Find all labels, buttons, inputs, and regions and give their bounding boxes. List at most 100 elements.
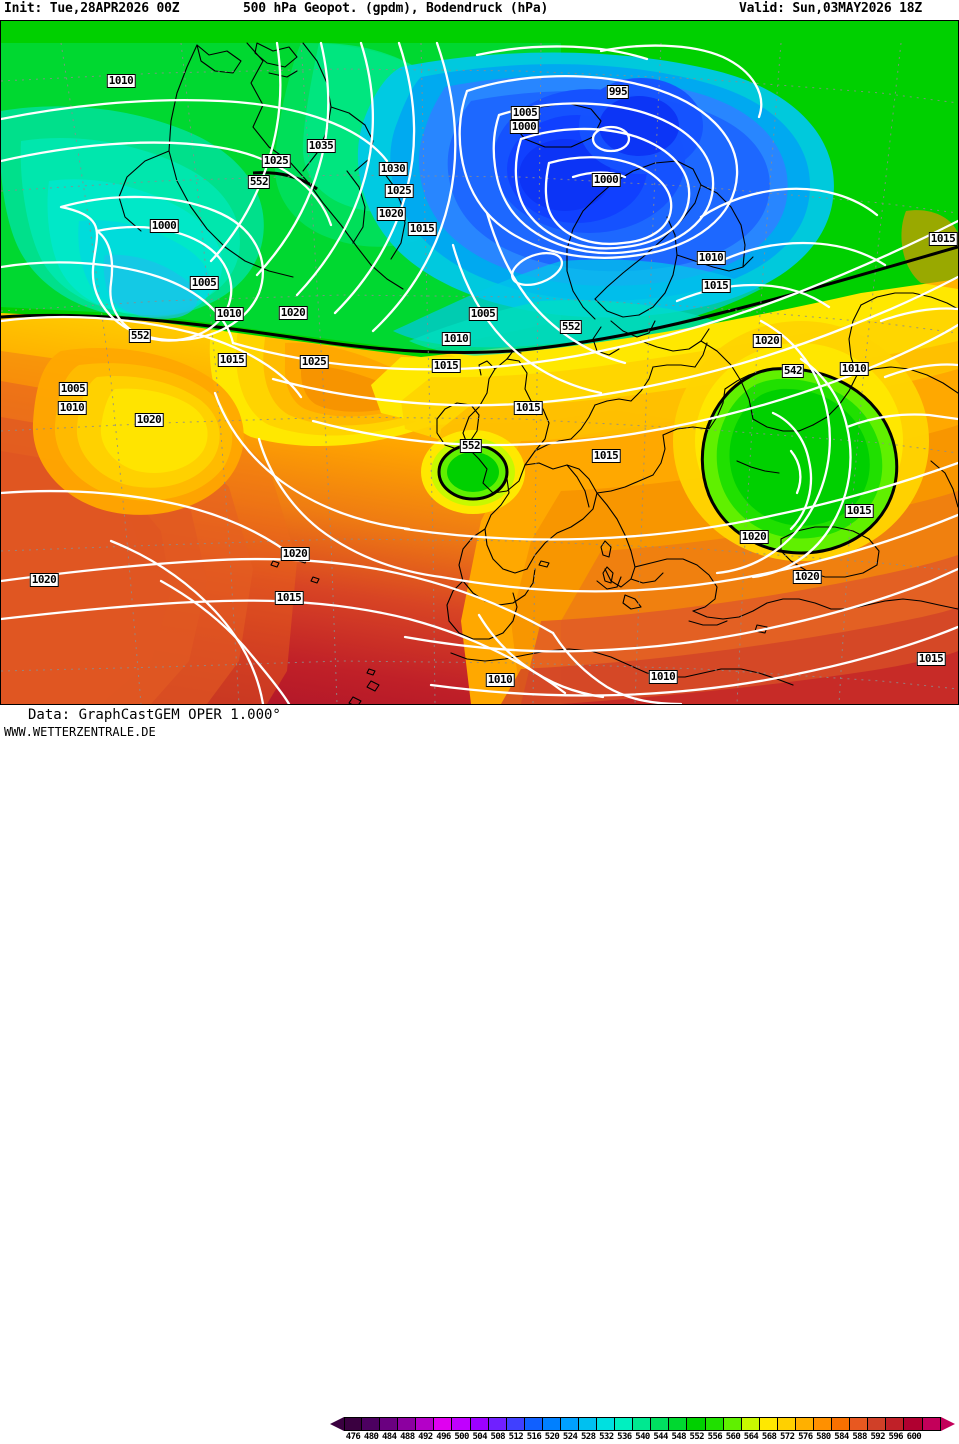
colorbar-tick-label: 480 xyxy=(363,1432,379,1442)
colorbar-swatch xyxy=(362,1417,381,1431)
contour-label: 1020 xyxy=(29,573,59,587)
colorbar-swatch xyxy=(380,1417,399,1431)
contour-label: 1025 xyxy=(261,154,291,168)
colorbar-swatches xyxy=(344,1417,941,1431)
chart-footer: Data: GraphCastGEM OPER 1.000° WWW.WETTE… xyxy=(0,705,959,1442)
contour-label: 1025 xyxy=(384,184,414,198)
contour-label: 1025 xyxy=(299,355,329,369)
colorbar-tick-label: 584 xyxy=(834,1432,849,1442)
contour-label: 1015 xyxy=(916,652,946,666)
contour-label: 1015 xyxy=(591,449,621,463)
colorbar-tick-label: 520 xyxy=(544,1432,560,1442)
colorbar-tick-label: 496 xyxy=(436,1432,451,1442)
colorbar-tick-label: 484 xyxy=(381,1432,397,1442)
colorbar-tick-label: 536 xyxy=(617,1432,632,1442)
contour-label: 1005 xyxy=(58,382,88,396)
colorbar-tick-label: 568 xyxy=(761,1432,777,1442)
colorbar-swatch xyxy=(506,1417,525,1431)
colorbar-swatch xyxy=(524,1417,543,1431)
contour-label: 1020 xyxy=(278,306,308,320)
colorbar-swatch xyxy=(795,1417,815,1431)
colorbar-swatch xyxy=(814,1417,833,1431)
colorbar-swatch xyxy=(633,1417,652,1431)
colorbar-tick-label: 596 xyxy=(888,1432,904,1442)
contour-label: 1015 xyxy=(217,353,247,367)
contour-label: 1010 xyxy=(214,307,244,321)
colorbar-swatch xyxy=(416,1417,435,1431)
contour-label: 1010 xyxy=(485,673,515,687)
colorbar-tick-label: 544 xyxy=(653,1432,668,1442)
colorbar-swatch xyxy=(542,1417,561,1431)
colorbar-swatch xyxy=(452,1417,471,1431)
colorbar-tick-label: 524 xyxy=(562,1432,578,1442)
colorbar-tick-labels: 476 480 484 488 492 496 500 504 508 512 516 520 524 5… xyxy=(330,1432,955,1444)
colorbar-tick-label: 572 xyxy=(779,1432,795,1442)
map-frame: 1010 1025 552 1035 1030 1025 1020 1015 1005 1000 9… xyxy=(0,20,959,705)
contour-label: 1000 xyxy=(509,120,539,134)
contour-label: 1035 xyxy=(306,139,336,153)
colorbar-swatch xyxy=(669,1417,688,1431)
contour-label: 1015 xyxy=(431,359,461,373)
colorbar-swatch xyxy=(886,1417,905,1431)
contour-label: 1005 xyxy=(468,307,498,321)
colorbar-left-arrow xyxy=(330,1417,344,1431)
contour-label: 995 xyxy=(606,85,630,99)
weather-map[interactable]: 1010 1025 552 1035 1030 1025 1020 1015 1005 1000 9… xyxy=(1,21,958,704)
contour-label: 1015 xyxy=(701,279,731,293)
contour-label: 1005 xyxy=(189,276,219,290)
contour-label: 1015 xyxy=(844,504,874,518)
colorbar-tick-label: 556 xyxy=(707,1432,723,1442)
contour-label: 542 xyxy=(781,364,805,378)
contour-label: 1020 xyxy=(752,334,782,348)
colorbar: 476 480 484 488 492 496 500 504 508 512 516 520 524 5… xyxy=(330,1417,955,1444)
init-time-label: Init: Tue,28APR2026 00Z xyxy=(4,1,180,16)
colorbar-swatch xyxy=(470,1417,489,1431)
contour-label: 552 xyxy=(459,439,483,453)
colorbar-swatch xyxy=(488,1417,507,1431)
colorbar-tick-label: 488 xyxy=(400,1432,415,1442)
colorbar-right-arrow xyxy=(941,1417,955,1431)
contour-label: 1000 xyxy=(149,219,179,233)
colorbar-tick-label: 560 xyxy=(725,1432,741,1442)
colorbar-swatch xyxy=(687,1417,706,1431)
colorbar-swatch xyxy=(759,1417,778,1431)
contour-label: 1010 xyxy=(441,332,471,346)
colorbar-tick-label: 476 xyxy=(345,1432,361,1442)
colorbar-swatch xyxy=(922,1417,941,1431)
colorbar-swatch xyxy=(832,1417,851,1431)
contour-label: 1010 xyxy=(648,670,678,684)
contour-label: 1010 xyxy=(57,401,87,415)
filled-geopotential-field xyxy=(1,21,958,704)
contour-label: 1000 xyxy=(591,173,621,187)
colorbar-tick-label: 580 xyxy=(816,1432,831,1442)
contour-label: 552 xyxy=(128,329,152,343)
contour-label: 1005 xyxy=(510,106,540,120)
chart-header: Init: Tue,28APR2026 00Z 500 hPa Geopot. … xyxy=(0,0,959,20)
contour-label: 552 xyxy=(247,175,271,189)
colorbar-tick-label: 564 xyxy=(743,1432,759,1442)
contour-label: 1020 xyxy=(134,413,164,427)
data-source-label: Data: GraphCastGEM OPER 1.000° xyxy=(28,707,281,723)
colorbar-tick-label: 500 xyxy=(454,1432,469,1442)
contour-label: 1010 xyxy=(696,251,726,265)
graticule xyxy=(1,42,958,704)
colorbar-tick-label: 532 xyxy=(599,1432,614,1442)
colorbar-swatch xyxy=(777,1417,796,1431)
colorbar-swatch xyxy=(741,1417,760,1431)
colorbar-swatch xyxy=(434,1417,453,1431)
colorbar-swatch xyxy=(850,1417,869,1431)
contour-label: 1015 xyxy=(274,591,304,605)
contour-label: 1020 xyxy=(280,547,310,561)
contour-label: 1015 xyxy=(407,222,437,236)
colorbar-swatch xyxy=(560,1417,580,1431)
colorbar-tick-label: 508 xyxy=(490,1432,506,1442)
contour-label: 1015 xyxy=(513,401,543,415)
colorbar-tick-label: 588 xyxy=(852,1432,867,1442)
contour-label: 1010 xyxy=(106,74,136,88)
website-label: WWW.WETTERZENTRALE.DE xyxy=(4,725,156,739)
colorbar-swatch xyxy=(579,1417,598,1431)
colorbar-swatch xyxy=(344,1417,363,1431)
valid-time-label: Valid: Sun,03MAY2026 18Z xyxy=(739,1,923,16)
chart-title: 500 hPa Geopot. (gpdm), Bodendruck (hPa) xyxy=(243,1,549,16)
